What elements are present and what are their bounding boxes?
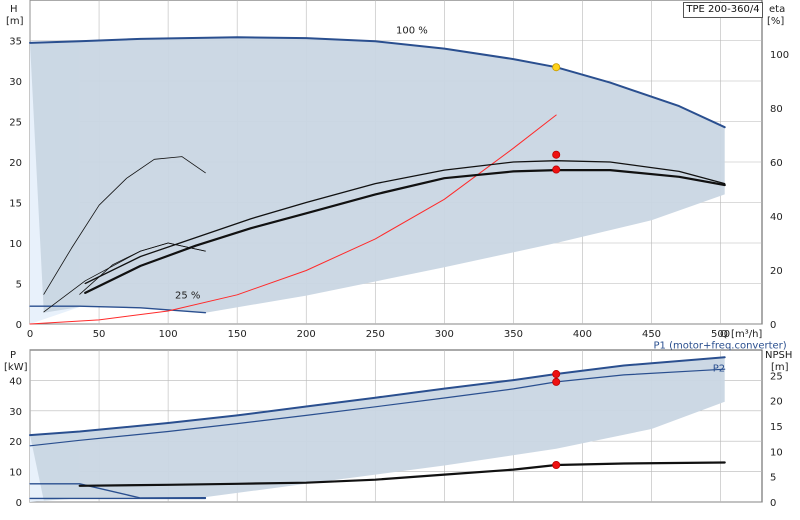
ytick-right-label: 10 (770, 447, 783, 458)
ytick-label: 10 (9, 468, 22, 479)
ytick-right-label: 15 (770, 422, 783, 433)
ytick-label: 40 (9, 376, 22, 387)
ytick-right-label: 5 (770, 473, 776, 484)
ytick-label: 20 (9, 158, 22, 169)
point-P2-point (552, 377, 561, 386)
annotation-label: 100 % (396, 26, 428, 37)
ytick-label: 30 (9, 77, 22, 88)
xtick-label: 300 (435, 329, 454, 340)
ytick-right-label: 0 (770, 498, 776, 509)
ytick-right-label: 100 (770, 50, 789, 61)
power-npsh-panel: 0 10 20 30 40 0 5 10 15 20 25 P1 (motor+freq.conver… (9, 341, 787, 509)
ytick-right-label: 20 (770, 397, 783, 408)
point-eta-total-point (552, 165, 561, 174)
xtick-label: 350 (504, 329, 523, 340)
series-p1-motor-freq-converter- (29, 356, 726, 437)
top-ylabel-right-2: [%] (767, 16, 784, 27)
series-eta-small-thin-3 (43, 242, 206, 313)
annotation-label: 25 % (175, 291, 200, 302)
point-NPSH-point (552, 461, 561, 470)
ytick-right-label: 0 (770, 320, 776, 331)
xtick-label: 0 (27, 329, 33, 340)
point-duty-point (552, 63, 561, 72)
pump-model-label: TPE 200-360/4 (683, 2, 763, 18)
operating-range-region (30, 357, 725, 501)
xtick-label: 50 (93, 329, 106, 340)
bot-ylabel-1: P (10, 350, 16, 361)
top-ylabel-2: [m] (6, 16, 24, 27)
ytick-label: 0 (16, 320, 22, 331)
xtick-label: 150 (228, 329, 247, 340)
ytick-label: 30 (9, 407, 22, 418)
xtick-label: 450 (642, 329, 661, 340)
ytick-right-label: 40 (770, 212, 783, 223)
series-eta-small-thin (43, 156, 206, 295)
ytick-label: 25 (9, 118, 22, 129)
xtick-label: 250 (366, 329, 385, 340)
axis-labels: H [m] eta [%] Q [m³/h] P [kW] NPSH [m] (4, 4, 792, 373)
ytick-label: 10 (9, 239, 22, 250)
bot-ylabel-2: [kW] (4, 362, 28, 373)
ytick-label: 35 (9, 37, 22, 48)
point-eta-pump-point (552, 150, 561, 159)
xtick-label: 100 (159, 329, 178, 340)
xtick-label: 500 (711, 329, 730, 340)
ytick-label: 15 (9, 199, 22, 210)
bot-ylabel-right-1: NPSH (765, 350, 792, 361)
series-eta-total (84, 169, 726, 294)
series-eta-pump (84, 160, 726, 285)
ytick-right-label: 25 (770, 371, 783, 382)
xtick-label: 400 (573, 329, 592, 340)
ytick-label: 5 (16, 280, 22, 291)
ytick-label: 0 (16, 498, 22, 509)
series-npsh (78, 461, 726, 487)
ytick-right-label: 20 (770, 266, 783, 277)
ytick-right-label: 60 (770, 158, 783, 169)
ytick-right-label: 80 (770, 104, 783, 115)
top-xlabel: Q [m³/h] (720, 329, 762, 340)
ytick-label: 20 (9, 437, 22, 448)
legend-label: P1 (motor+freq.converter) (654, 341, 787, 352)
series-h-100- (29, 36, 726, 129)
legend-label: P2 (713, 363, 725, 374)
top-ylabel-right-1: eta (769, 4, 785, 15)
bot-ylabel-right-2: [m] (771, 362, 789, 373)
top-ylabel-1: H (10, 4, 18, 15)
point-P1-point (552, 370, 561, 379)
series-p2 (29, 368, 726, 447)
xtick-label: 200 (297, 329, 316, 340)
